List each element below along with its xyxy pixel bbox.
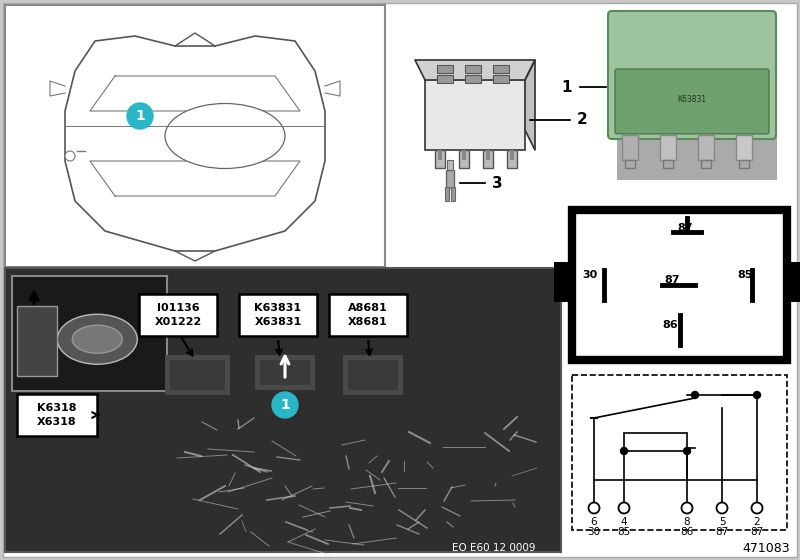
Text: 2: 2 (754, 517, 760, 527)
Bar (486, 150, 490, 160)
Text: K63831
X63831: K63831 X63831 (254, 304, 302, 326)
Bar (572, 210, 787, 360)
Bar (493, 65, 509, 73)
Bar (5, 268, 561, 552)
Text: 2: 2 (577, 113, 588, 128)
Bar (510, 150, 514, 160)
Circle shape (717, 502, 727, 514)
Bar (617, 20, 777, 180)
Bar (437, 65, 453, 73)
Bar (459, 150, 469, 168)
Text: K6318
X6318: K6318 X6318 (37, 403, 77, 427)
Bar (445, 187, 449, 201)
Text: 86: 86 (662, 320, 678, 330)
Bar (170, 360, 225, 390)
Circle shape (621, 447, 627, 455)
Text: 4: 4 (621, 517, 627, 527)
Text: A8681
X8681: A8681 X8681 (348, 304, 388, 326)
Circle shape (618, 502, 630, 514)
Circle shape (589, 502, 599, 514)
FancyBboxPatch shape (329, 294, 407, 336)
Polygon shape (415, 60, 535, 80)
Bar (739, 160, 749, 168)
Bar (622, 135, 638, 160)
FancyBboxPatch shape (239, 294, 317, 336)
Bar (624, 433, 687, 451)
Bar (736, 135, 752, 160)
Circle shape (272, 392, 298, 418)
Bar (165, 355, 230, 395)
Text: 1: 1 (135, 109, 145, 123)
Bar (5, 5, 385, 267)
Text: 1: 1 (280, 398, 290, 412)
Text: 86: 86 (680, 527, 694, 537)
Bar (343, 355, 403, 395)
Text: 87: 87 (678, 223, 693, 233)
Bar (663, 160, 673, 168)
Bar (507, 150, 517, 168)
Text: K63831: K63831 (678, 95, 706, 104)
Bar (462, 150, 466, 160)
Text: 87: 87 (750, 527, 764, 537)
Bar (438, 150, 442, 160)
Circle shape (682, 502, 693, 514)
Circle shape (127, 103, 153, 129)
Text: 471083: 471083 (742, 542, 790, 554)
Ellipse shape (165, 104, 285, 169)
Bar (625, 160, 635, 168)
Polygon shape (525, 60, 535, 150)
Text: I01136
X01222: I01136 X01222 (154, 304, 202, 326)
Circle shape (683, 447, 690, 455)
Ellipse shape (72, 325, 122, 353)
FancyBboxPatch shape (615, 69, 769, 134)
Circle shape (751, 502, 762, 514)
Bar (12, 276, 167, 391)
Bar (483, 150, 493, 168)
Text: 87: 87 (715, 527, 729, 537)
Bar (435, 150, 445, 168)
Bar (17, 306, 57, 376)
Bar (451, 187, 455, 201)
Text: 1: 1 (562, 80, 572, 95)
Text: 30: 30 (582, 270, 598, 280)
Text: 85: 85 (737, 270, 752, 280)
FancyBboxPatch shape (139, 294, 217, 336)
Ellipse shape (58, 314, 138, 364)
Bar (465, 75, 481, 83)
Bar (785, 262, 800, 302)
Bar (446, 170, 454, 188)
Bar (447, 160, 453, 170)
Text: EO E60 12 0009: EO E60 12 0009 (451, 543, 535, 553)
Bar (554, 262, 574, 302)
Bar (260, 360, 310, 385)
Text: 30: 30 (587, 527, 601, 537)
Circle shape (691, 391, 698, 399)
Bar (698, 135, 714, 160)
Bar (493, 75, 509, 83)
Bar (701, 160, 711, 168)
Bar (437, 75, 453, 83)
Bar (572, 375, 787, 530)
Circle shape (65, 151, 75, 161)
Text: 6: 6 (590, 517, 598, 527)
Text: 3: 3 (492, 175, 502, 190)
Text: 87: 87 (665, 275, 680, 285)
Bar (255, 355, 315, 390)
FancyBboxPatch shape (17, 394, 97, 436)
Text: 85: 85 (618, 527, 630, 537)
Text: 8: 8 (684, 517, 690, 527)
Bar (660, 135, 676, 160)
Bar (348, 360, 398, 390)
Bar (465, 65, 481, 73)
Circle shape (754, 391, 761, 399)
Bar (425, 80, 525, 150)
FancyBboxPatch shape (608, 11, 776, 139)
Text: 5: 5 (718, 517, 726, 527)
